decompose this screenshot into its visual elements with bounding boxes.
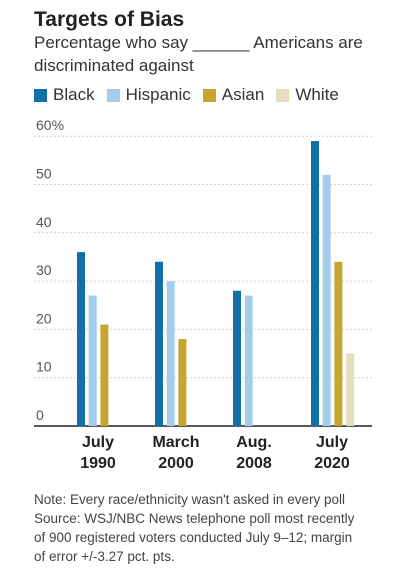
bar-black bbox=[155, 261, 163, 426]
bar-chart: 0 10 20 30 40 50 60% July 1990 March 2000 Aug. 2008 J… bbox=[34, 117, 372, 472]
x-tick-label: 1990 bbox=[80, 455, 116, 472]
bar-hispanic bbox=[322, 174, 331, 426]
source-text-line-1: Source: WSJ/NBC News telephone poll most… bbox=[34, 511, 355, 526]
y-tick-label: 40 bbox=[36, 214, 52, 230]
legend-swatch-white bbox=[276, 88, 290, 102]
bar-asian bbox=[178, 339, 187, 426]
x-tick-label: 2008 bbox=[236, 455, 272, 472]
legend-swatch-asian bbox=[202, 88, 216, 102]
legend-item-asian: Asian bbox=[202, 85, 265, 105]
x-tick-label: July bbox=[82, 434, 114, 451]
legend-label-black: Black bbox=[53, 85, 95, 104]
legend-label-hispanic: Hispanic bbox=[125, 85, 191, 104]
y-tick-label: 30 bbox=[36, 262, 52, 278]
chart-title: Targets of Bias bbox=[34, 8, 185, 31]
bar-hispanic bbox=[166, 281, 175, 426]
legend-swatch-black bbox=[34, 88, 47, 102]
legend-item-white: White bbox=[276, 85, 339, 105]
note-text: Note: Every race/ethnicity wasn't asked … bbox=[34, 492, 345, 507]
bar-black bbox=[233, 290, 241, 426]
source-text-line-3: of error +/-3.27 pct. pts. bbox=[34, 549, 175, 564]
bar-white bbox=[346, 353, 355, 426]
source-text-line-2: of 900 registered voters conducted July … bbox=[34, 530, 353, 545]
legend-label-white: White bbox=[295, 85, 339, 104]
legend-item-black: Black bbox=[34, 85, 95, 105]
chart-notes: Note: Every race/ethnicity wasn't asked … bbox=[34, 490, 394, 566]
bar-asian bbox=[334, 261, 343, 426]
y-tick-label: 10 bbox=[36, 359, 52, 375]
chart-subtitle: Percentage who say ______ Americans are … bbox=[34, 33, 363, 75]
x-tick-label: March bbox=[152, 434, 199, 451]
legend-label-asian: Asian bbox=[221, 85, 265, 104]
y-tick-label: 50 bbox=[36, 166, 52, 182]
bar-black bbox=[311, 141, 319, 426]
bar-hispanic bbox=[88, 295, 97, 426]
y-tick-label: 60% bbox=[36, 117, 64, 133]
legend: Black Hispanic Asian White bbox=[34, 85, 351, 105]
y-tick-label: 0 bbox=[36, 407, 44, 423]
bar-black bbox=[77, 252, 85, 426]
bar-hispanic bbox=[244, 295, 253, 426]
x-tick-label: 2020 bbox=[314, 455, 350, 472]
x-tick-label: July bbox=[316, 434, 348, 451]
x-tick-label: 2000 bbox=[158, 455, 194, 472]
legend-item-hispanic: Hispanic bbox=[106, 85, 191, 105]
y-tick-label: 20 bbox=[36, 310, 52, 326]
bar-asian bbox=[100, 324, 109, 426]
legend-swatch-hispanic bbox=[106, 88, 120, 102]
x-tick-label: Aug. bbox=[236, 434, 272, 451]
